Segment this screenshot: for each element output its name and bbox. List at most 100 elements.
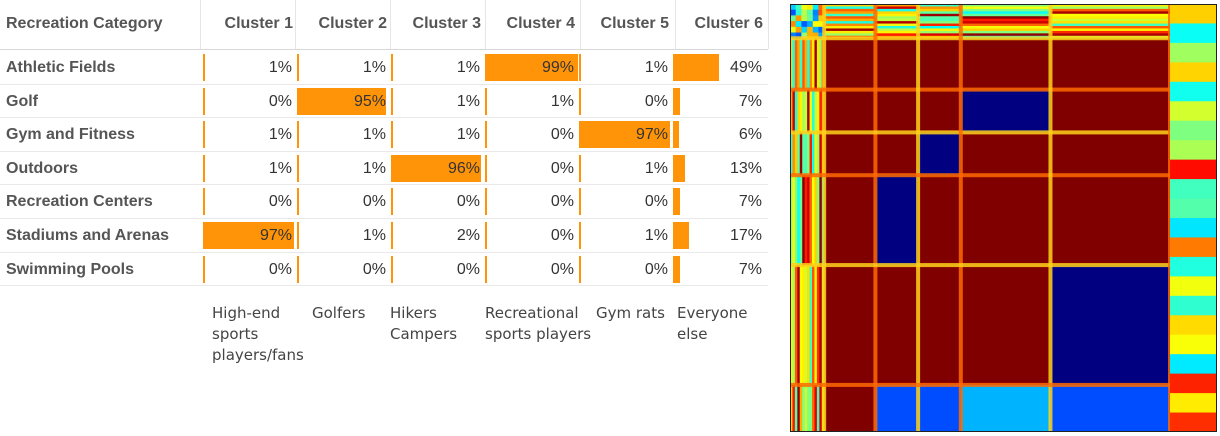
- heatmap-stripe: [918, 6, 961, 10]
- heatmap-stripe: [804, 89, 808, 133]
- cell-value: 0%: [362, 260, 386, 278]
- heatmap-stripe: [1170, 393, 1217, 413]
- heatmap-stripe: [918, 13, 961, 17]
- heatmap-cell: [795, 9, 802, 16]
- cluster-header: Cluster 1: [224, 15, 293, 32]
- heatmap-stripe: [1170, 218, 1217, 238]
- heatmap-stripe: [799, 132, 803, 176]
- value-bar: [485, 87, 487, 115]
- header-divider: [675, 0, 676, 49]
- heatmap-stripe: [794, 38, 798, 90]
- heatmap-stripe: [875, 21, 919, 24]
- header-divider: [485, 0, 486, 49]
- block-boundary: [790, 173, 1217, 178]
- value-bar: [579, 87, 581, 115]
- heatmap-block: [960, 132, 1051, 176]
- heatmap-stripe: [802, 265, 805, 385]
- heatmap-stripe: [790, 89, 793, 133]
- heatmap-stripe: [792, 175, 796, 266]
- heatmap-stripe: [824, 16, 876, 19]
- heatmap-stripe: [807, 384, 810, 432]
- heatmap-block: [960, 89, 1051, 133]
- block-boundary: [790, 382, 1217, 387]
- value-bar: [391, 154, 482, 182]
- value-bar: [485, 121, 487, 149]
- value-bar: [485, 188, 487, 216]
- heatmap-stripe: [1050, 8, 1171, 12]
- value-bar: [579, 54, 581, 81]
- cell-value: 0%: [644, 92, 668, 110]
- heatmap-stripe: [792, 89, 796, 133]
- heatmap-stripe: [807, 132, 810, 176]
- category-header: Recreation Category: [6, 15, 163, 32]
- heatmap-stripe: [790, 132, 793, 176]
- cell-value: 1%: [268, 159, 292, 177]
- heatmap-stripe: [816, 89, 820, 133]
- heatmap-stripe: [1170, 373, 1217, 394]
- heatmap-stripe: [794, 89, 798, 133]
- cell-value: 7%: [738, 260, 762, 278]
- heatmap-stripe: [1170, 4, 1217, 24]
- row-divider: [0, 83, 768, 85]
- value-bar: [579, 255, 581, 283]
- row-label: Gym and Fitness: [6, 126, 135, 144]
- heatmap-stripe: [918, 16, 961, 19]
- heatmap-stripe: [819, 89, 823, 133]
- heatmap-cell: [801, 32, 808, 39]
- heatmap-stripe: [1170, 276, 1217, 297]
- heatmap-stripe: [824, 23, 876, 27]
- heatmap-stripe: [1050, 4, 1171, 7]
- cell-value: 7%: [738, 92, 762, 110]
- heatmap-cell: [801, 26, 808, 33]
- heatmap-block: [824, 38, 876, 91]
- cell-value: 17%: [729, 227, 762, 244]
- heatmap-stripe: [814, 38, 818, 90]
- heatmap-cell: [795, 21, 802, 28]
- cell-value: 0%: [550, 126, 574, 144]
- value-bar: [673, 87, 680, 115]
- heatmap-cell: [812, 32, 819, 39]
- heatmap-block: [824, 265, 876, 386]
- heatmap-stripe: [1050, 13, 1171, 17]
- heatmap-stripe: [918, 11, 961, 15]
- heatmap-stripe: [799, 89, 803, 133]
- cluster-header: Cluster 5: [600, 15, 669, 32]
- value-bar: [203, 87, 205, 115]
- heatmap-stripe: [794, 132, 798, 176]
- heatmap-cell: [812, 15, 819, 22]
- heatmap-cell: [801, 21, 808, 28]
- heatmap-stripe: [875, 13, 919, 17]
- heatmap-stripe: [824, 30, 876, 34]
- cell-value: 1%: [268, 126, 292, 144]
- cluster-description: Gym rats: [596, 304, 665, 322]
- heatmap-cell: [818, 26, 825, 33]
- heatmap-stripe: [797, 384, 801, 432]
- heatmap-stripe: [1050, 21, 1171, 24]
- value-bar: [579, 188, 581, 216]
- heatmap-stripe: [1170, 23, 1217, 44]
- heatmap-block: [824, 384, 876, 432]
- heatmap-stripe: [918, 26, 961, 29]
- heatmap-cell: [795, 32, 802, 39]
- heatmap-stripe: [809, 132, 813, 176]
- cell-value: 1%: [362, 159, 386, 177]
- cell-value: 96%: [447, 159, 480, 177]
- heatmap-stripe: [1170, 81, 1217, 102]
- heatmap-stripe: [809, 265, 813, 385]
- heatmap-stripe: [1170, 120, 1217, 141]
- cell-value: 1%: [644, 227, 668, 244]
- heatmap-stripe: [802, 175, 805, 266]
- heatmap-stripe: [792, 38, 796, 90]
- cluster-header: Cluster 6: [694, 15, 763, 32]
- heatmap-block: [918, 89, 962, 133]
- heatmap-stripe: [960, 26, 1051, 29]
- header-divider: [295, 0, 296, 49]
- cell-value: 1%: [362, 59, 386, 76]
- heatmap-stripe: [797, 132, 801, 176]
- header-divider: [580, 0, 581, 49]
- heatmap-stripe: [960, 6, 1051, 10]
- heatmap-stripe: [960, 4, 1051, 7]
- heatmap-block: [824, 132, 876, 176]
- value-bar: [391, 121, 393, 149]
- value-bar: [203, 54, 205, 81]
